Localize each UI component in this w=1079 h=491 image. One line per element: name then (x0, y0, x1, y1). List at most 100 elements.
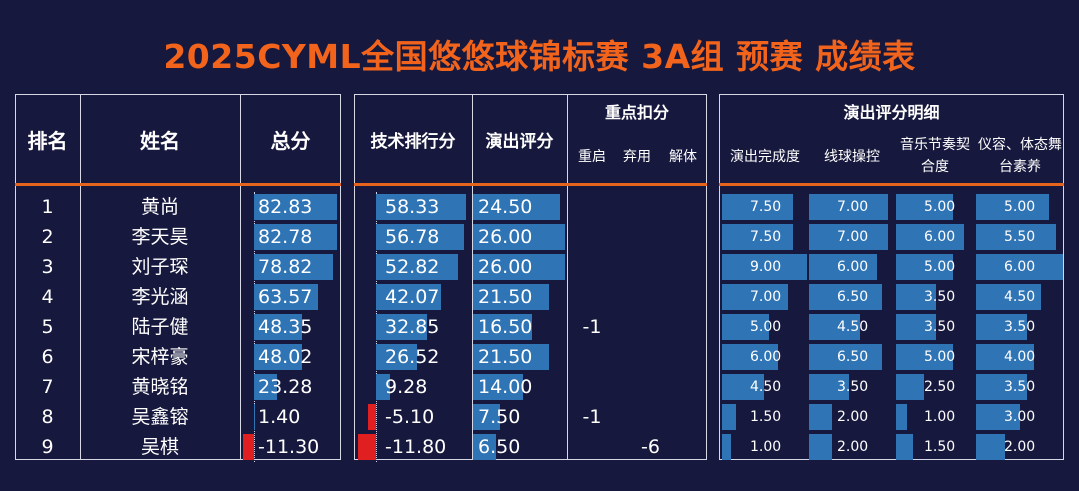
music-cell: 1.00 (924, 409, 956, 425)
name-cell: 刘子琛 (131, 256, 189, 278)
control-bar (809, 254, 877, 280)
breakdown-cell (660, 252, 706, 282)
discard-cell: -6 (641, 436, 660, 458)
rank-cell: 2 (41, 226, 54, 248)
tech-cell: 56.78 (385, 226, 440, 248)
header-music: 音乐节奏契合度 (895, 134, 975, 178)
presence-bar (976, 344, 1034, 370)
completion-cell: 4.50 (750, 379, 782, 395)
completion-cell: 6.00 (750, 349, 782, 365)
header-restart: 重启 (578, 149, 606, 165)
control-cell: 7.00 (837, 229, 869, 245)
restart-cell (570, 222, 614, 252)
restart-cell: -1 (582, 316, 602, 338)
total-cell: 63.57 (258, 286, 313, 308)
control-cell: 2.00 (837, 439, 869, 455)
presence-cell: 3.50 (1004, 379, 1036, 395)
music-bar (896, 434, 913, 460)
discard-cell (614, 402, 660, 432)
tech-cell: 26.52 (385, 346, 440, 368)
restart-cell (570, 192, 614, 222)
name-cell: 李光涵 (131, 286, 189, 308)
column-divider (80, 94, 81, 460)
music-bar (896, 194, 953, 220)
completion-cell: 9.00 (750, 259, 782, 275)
control-bar (809, 374, 849, 400)
restart-cell (570, 252, 614, 282)
header-completion: 演出完成度 (730, 149, 800, 165)
music-cell: 1.50 (924, 439, 956, 455)
tech-bar (376, 194, 467, 220)
completion-bar (722, 374, 765, 400)
control-bar (809, 284, 883, 310)
music-bar (896, 254, 953, 280)
rank-cell: 6 (41, 346, 54, 368)
music-bar (896, 284, 936, 310)
music-bar (896, 374, 925, 400)
total-cell: -11.30 (258, 436, 320, 458)
music-cell: 3.50 (924, 319, 956, 335)
control-cell: 2.00 (837, 409, 869, 425)
header-rule (719, 183, 1064, 186)
total-bar (254, 224, 337, 250)
perf-cell: 21.50 (478, 346, 533, 368)
presence-bar (976, 284, 1042, 310)
rank-cell: 7 (41, 376, 54, 398)
perf-bar (473, 254, 566, 280)
completion-cell: 5.00 (750, 319, 782, 335)
perf-bar (473, 284, 550, 310)
completion-bar (722, 404, 737, 430)
music-bar (896, 344, 953, 370)
control-cell: 6.50 (837, 349, 869, 365)
presence-bar (976, 314, 1027, 340)
tech-bar (376, 314, 427, 340)
tech-cell: 42.07 (385, 286, 440, 308)
presence-cell: 5.00 (1004, 199, 1036, 215)
main-table-frame (15, 94, 341, 460)
header-music-text: 音乐节奏契合度 (900, 137, 970, 175)
music-cell: 5.00 (924, 259, 956, 275)
perf-bar (473, 344, 550, 370)
presence-bar (976, 194, 1049, 220)
perf-cell: 26.00 (478, 256, 533, 278)
rank-cell: 1 (41, 196, 54, 218)
breakdown-cell (660, 372, 706, 402)
perf-bar (473, 404, 500, 430)
header-deduct: 重点扣分 (604, 103, 669, 122)
total-cell: 82.83 (258, 196, 313, 218)
control-bar (809, 314, 860, 340)
perf-bar (473, 224, 566, 250)
breakdown-cell (660, 222, 706, 252)
music-cell: 3.50 (924, 289, 956, 305)
tech-cell: 32.85 (385, 316, 440, 338)
name-cell: 陆子健 (131, 316, 189, 338)
header-presence-text: 仪容、体态舞台素养 (978, 137, 1062, 175)
music-cell: 5.00 (924, 199, 956, 215)
tech-bar (376, 254, 458, 280)
presence-bar (976, 374, 1027, 400)
column-divider (567, 94, 568, 460)
discard-cell (614, 372, 660, 402)
tech-cell: -11.80 (385, 436, 447, 458)
tech-cell: 9.28 (385, 376, 428, 398)
total-cell: 23.28 (258, 376, 313, 398)
control-bar (809, 224, 889, 250)
total-cell: 78.82 (258, 256, 313, 278)
completion-bar (722, 284, 788, 310)
score-table-frame (354, 94, 707, 460)
detail-table-frame (719, 94, 1064, 460)
tech-bar (376, 284, 442, 310)
header-name: 姓名 (140, 129, 180, 153)
breakdown-cell (660, 312, 706, 342)
header-total: 总分 (270, 129, 311, 153)
control-bar (809, 404, 832, 430)
control-bar (809, 194, 889, 220)
name-cell: 黄尚 (140, 196, 179, 218)
header-breakdown: 解体 (669, 149, 697, 165)
presence-cell: 3.50 (1004, 319, 1036, 335)
control-cell: 3.50 (837, 379, 869, 395)
header-perf: 演出评分 (485, 132, 554, 152)
restart-cell (570, 432, 614, 462)
breakdown-cell (660, 192, 706, 222)
completion-bar (722, 314, 769, 340)
